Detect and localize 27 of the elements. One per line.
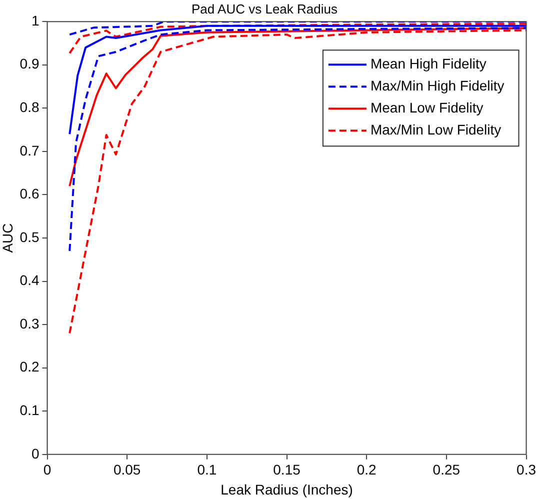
- y-tick-label: 0.1: [20, 402, 40, 418]
- x-tick-label: 0.2: [356, 462, 377, 478]
- x-tick-label: 0.25: [432, 462, 460, 478]
- y-axis-title: AUC: [0, 223, 16, 253]
- y-tick-label: 0.3: [20, 315, 40, 332]
- y-tick-label: 0.5: [20, 228, 40, 245]
- y-tick-label: 0.7: [20, 142, 40, 158]
- y-tick-label: 1: [31, 12, 40, 28]
- x-tick-label: 0.05: [113, 462, 141, 478]
- x-tick-label: 0: [43, 462, 52, 478]
- y-tick-label: 0.2: [20, 358, 40, 375]
- y-tick-label: 0.8: [20, 99, 40, 116]
- line-series: [68, 22, 526, 54]
- legend-label: Mean Low Fidelity: [370, 99, 484, 116]
- x-tick-label: 0.1: [197, 462, 217, 478]
- x-tick-label: 0.15: [273, 462, 301, 478]
- line-series: [68, 22, 526, 36]
- legend-label: Max/Min High Fidelity: [370, 77, 504, 94]
- legend-label: Mean High Fidelity: [370, 55, 486, 72]
- x-tick-label: 0.3: [516, 462, 536, 478]
- y-tick-label: 0.9: [20, 56, 40, 72]
- x-axis-title: Leak Radius (Inches): [220, 481, 353, 498]
- y-tick-label: 0.6: [20, 186, 40, 202]
- legend-label: Max/Min Low Fidelity: [370, 121, 502, 138]
- y-tick-label: 0.4: [20, 272, 40, 288]
- chart-title: Pad AUC vs Leak Radius: [192, 1, 338, 16]
- y-tick-label: 0: [31, 445, 40, 462]
